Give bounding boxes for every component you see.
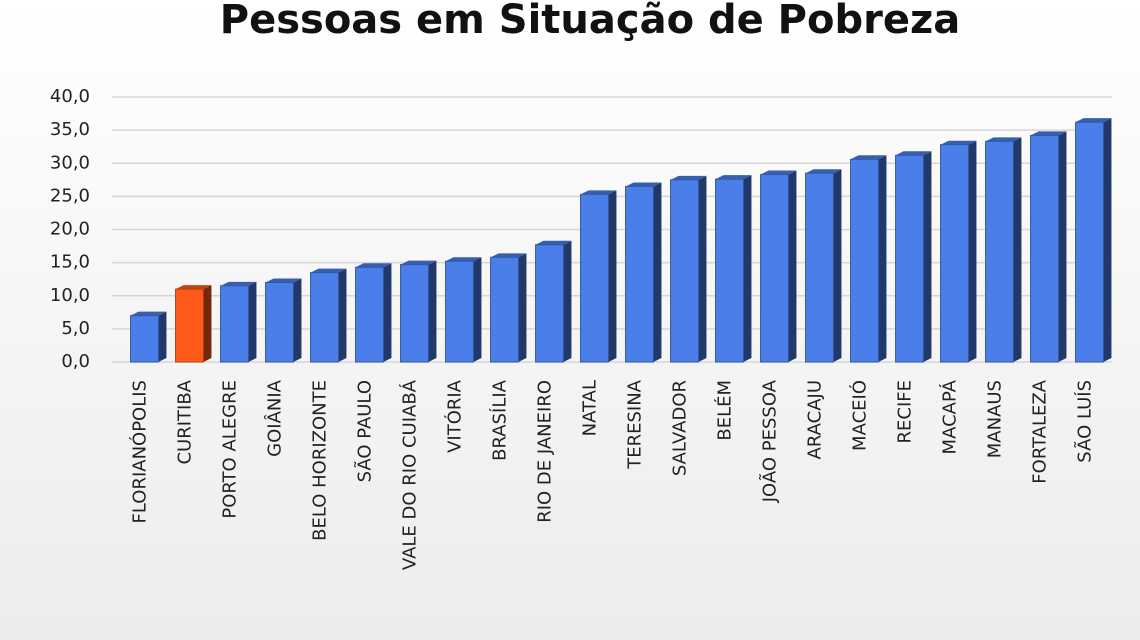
bar-top [625,182,662,187]
bar-side [428,260,437,362]
chart-title: Pessoas em Situação de Pobreza [220,0,960,43]
y-tick-label: 15,0 [50,252,90,273]
bar-top [175,285,212,290]
bar-top [265,278,302,283]
y-tick-label: 20,0 [50,219,90,240]
x-tick-label: TERESINA [625,379,646,469]
bar-top [535,240,572,245]
bar-top [805,169,842,174]
x-tick-label: BRASÍLIA [489,379,511,461]
x-tick-label: BELO HORIZONTE [310,380,331,541]
bar-top [715,175,752,180]
x-tick-label: MANAUS [985,380,1006,458]
bar [535,244,564,363]
x-tick-label: RIO DE JANEIRO [535,380,556,523]
bar [715,178,744,363]
bar [940,144,969,363]
bar-side [383,263,392,362]
x-tick-label: SÃO PAULO [354,380,376,482]
bar [805,172,834,363]
x-tick-label: SALVADOR [670,380,691,476]
bar-side [1103,118,1112,362]
y-tick-label: 40,0 [50,86,90,107]
bar-top [940,140,977,145]
y-tick-label: 30,0 [50,152,90,173]
x-tick-label: VITÓRIA [444,379,466,453]
x-tick-label: SÃO LUÍS [1074,380,1096,463]
x-tick-label: PORTO ALEGRE [220,380,241,519]
bar-top [850,155,887,160]
y-tick-label: 10,0 [50,285,90,306]
bar [175,288,204,363]
bar [445,260,474,363]
bar-top [1030,131,1067,136]
bar [895,154,924,363]
x-tick-label: ARACAJU [805,380,826,459]
bar-side [293,278,302,362]
bar-top [670,175,707,180]
x-tick-label: BELÉM [714,380,736,441]
bar-top [130,311,167,316]
y-tick-label: 5,0 [61,318,90,339]
bar [265,282,294,363]
x-tick-label: JOÃO PESSOA [759,379,781,503]
bar-side [878,155,887,362]
x-tick-label: FLORIANÓPOLIS [129,380,151,523]
bar [355,266,384,363]
bar [760,174,789,363]
bar [1030,134,1059,363]
bar-side [653,182,662,362]
x-tick-label: CURITIBA [175,379,196,464]
bar-side [1058,131,1067,362]
bar-side [1013,137,1022,362]
bar [985,140,1014,363]
bar-side [518,253,527,362]
bar-top [220,281,257,286]
bar-side [923,151,932,362]
bar-top [310,268,347,273]
bar-side [158,311,167,362]
x-tick-label: GOIÂNIA [264,379,286,457]
bar-side [608,190,617,362]
x-tick-label: VALE DO RIO CUIABÁ [399,379,421,570]
bar-top [760,170,797,175]
bar-top [895,151,932,156]
bar-top [580,190,617,195]
bar-top [355,263,392,268]
bar [490,256,519,363]
bar-side [833,169,842,362]
bar-side [698,175,707,362]
bar [220,285,249,363]
bar [310,272,339,363]
bar-side [203,285,212,362]
bar-side [968,140,977,362]
bar-side [743,175,752,362]
bar [130,315,159,363]
bar [580,193,609,363]
y-tick-label: 0,0 [61,351,90,372]
bar-top [1075,118,1112,123]
bar [400,264,429,363]
bar-top [445,257,482,262]
bar [625,185,654,363]
x-tick-label: MACAPÁ [939,379,961,454]
x-tick-label: NATAL [580,380,601,436]
bar-side [788,170,797,362]
bar-side [563,240,572,362]
x-tick-label: MACEIÓ [849,380,871,451]
bar-side [473,257,482,362]
bar-side [338,268,347,362]
y-tick-label: 25,0 [50,185,90,206]
bar [850,158,879,363]
bar [670,179,699,363]
bar-top [985,137,1022,142]
y-tick-label: 35,0 [50,119,90,140]
bar-top [490,253,527,258]
bar [1075,121,1104,363]
bar-top [400,260,437,265]
bar-side [248,281,257,362]
x-tick-label: FORTALEZA [1030,379,1051,483]
x-tick-label: RECIFE [895,380,916,443]
